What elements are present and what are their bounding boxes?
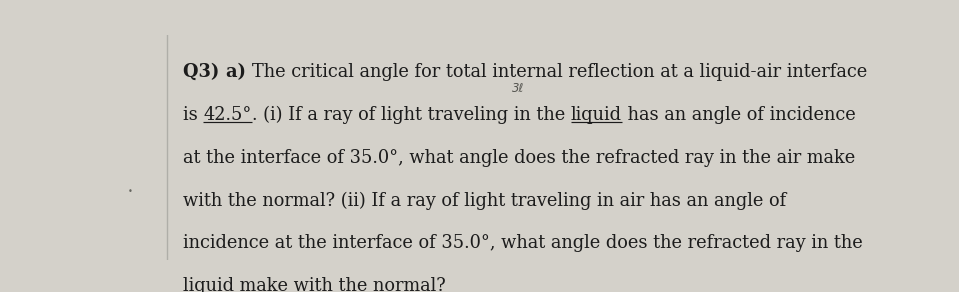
Text: . (i) If a ray of light traveling in the: . (i) If a ray of light traveling in the <box>252 106 571 124</box>
Text: 3ℓ: 3ℓ <box>512 82 525 95</box>
Text: incidence at the interface of 35.0°, what angle does the refracted ray in the: incidence at the interface of 35.0°, wha… <box>183 234 863 252</box>
Text: is: is <box>183 106 203 124</box>
Text: The critical angle for total internal reflection at a liquid-air interface: The critical angle for total internal re… <box>251 63 867 81</box>
Text: a): a) <box>225 63 251 81</box>
Text: liquid make with the normal?: liquid make with the normal? <box>183 277 446 292</box>
Text: 42.5°: 42.5° <box>203 106 252 124</box>
Text: has an angle of incidence: has an angle of incidence <box>621 106 855 124</box>
Text: •: • <box>128 187 132 196</box>
Text: with the normal? (ii) If a ray of light traveling in air has an angle of: with the normal? (ii) If a ray of light … <box>183 191 786 210</box>
Text: Q3): Q3) <box>183 63 225 81</box>
Text: liquid: liquid <box>571 106 621 124</box>
Text: at the interface of 35.0°, what angle does the refracted ray in the air make: at the interface of 35.0°, what angle do… <box>183 149 855 166</box>
